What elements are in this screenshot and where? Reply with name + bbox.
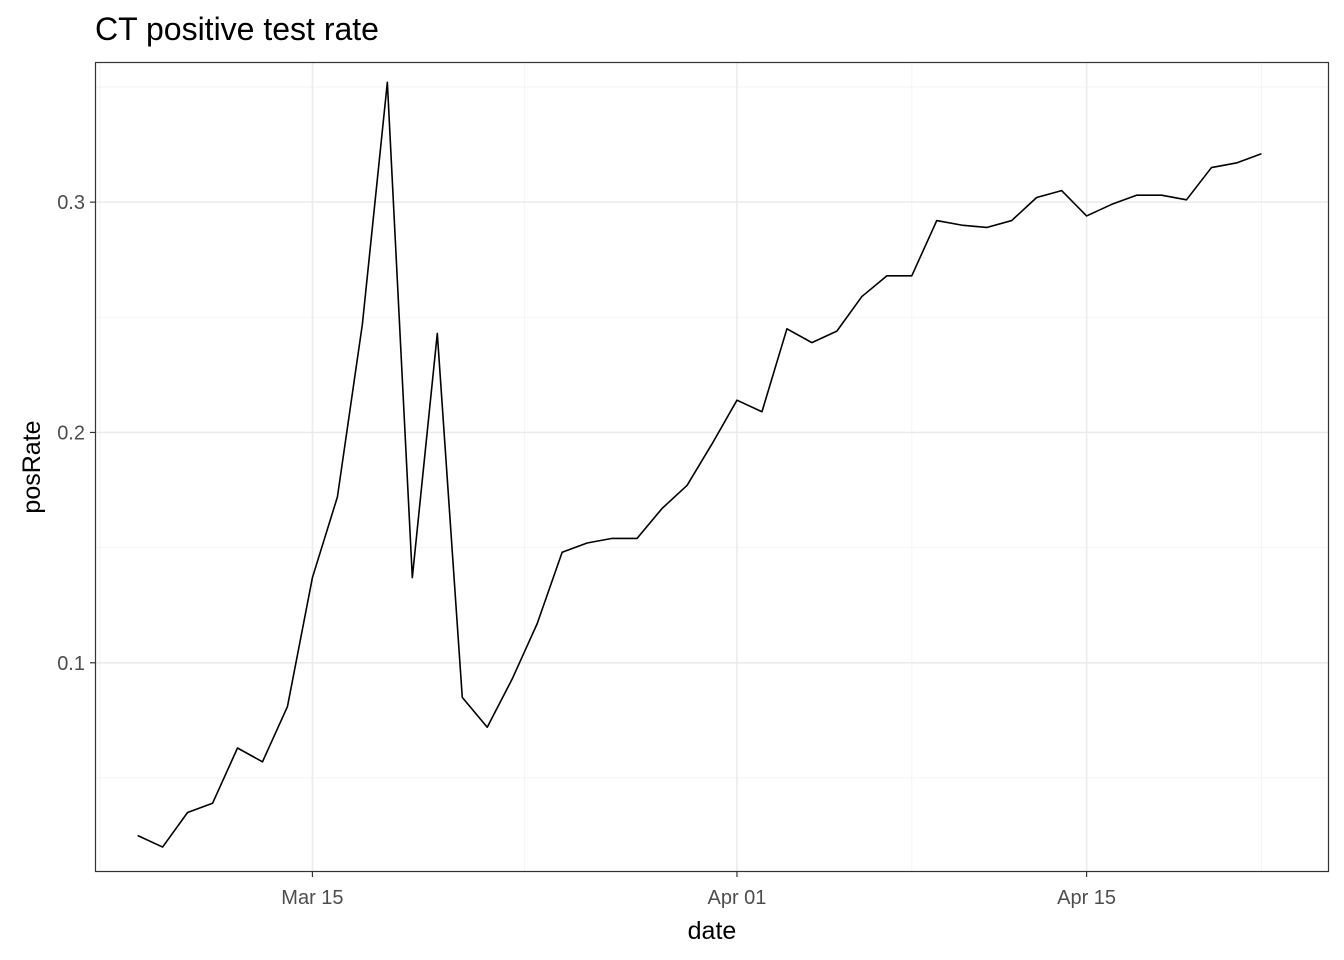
y-tick-label: 0.1: [57, 653, 85, 675]
x-tick-label: Mar 15: [281, 887, 343, 909]
chart-title: CT positive test rate: [95, 11, 379, 47]
y-axis: 0.1 0.2 0.3: [57, 192, 96, 675]
x-tick-label: Apr 01: [708, 887, 767, 909]
minor-gridlines: [96, 63, 1328, 871]
x-tick-label: Apr 15: [1057, 887, 1116, 909]
x-axis: Mar 15 Apr 01 Apr 15: [281, 871, 1116, 909]
series-layer: [137, 81, 1262, 848]
y-tick-label: 0.3: [57, 192, 85, 214]
y-axis-title: posRate: [18, 420, 46, 513]
x-axis-title: date: [688, 917, 737, 945]
posrate-line: [137, 81, 1262, 848]
major-gridlines: [96, 63, 1328, 871]
panel-border: [94, 61, 1330, 873]
y-tick-label: 0.2: [57, 422, 85, 444]
